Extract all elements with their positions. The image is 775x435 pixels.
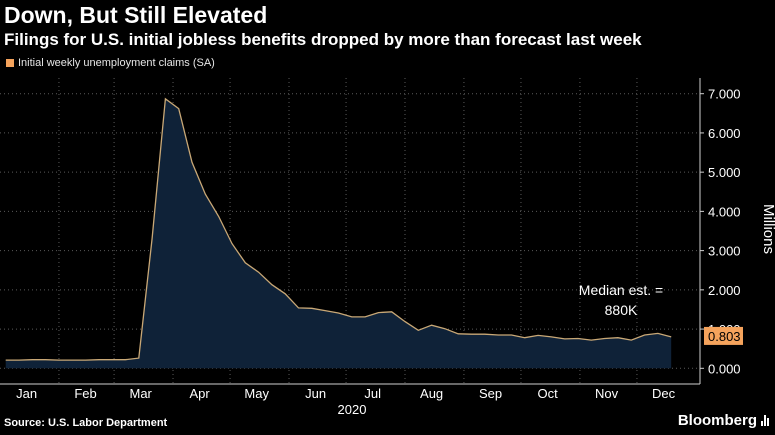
brand-name: Bloomberg [677,412,757,429]
x-tick-label: Feb [74,386,96,401]
x-tick-label: Jan [16,386,37,401]
y-tick-label: 7.000 [708,87,741,102]
y-tick-label: 4.000 [708,204,741,219]
y-tick-label: 6.000 [708,126,741,141]
last-value-badge-text: 0.803 [708,329,741,344]
brand-logo: Bloomberg [678,412,769,429]
x-tick-label: May [244,386,269,401]
x-tick-label: Jul [364,386,381,401]
bar-chart-icon [761,415,769,426]
last-value-badge: 0.803 [704,326,743,345]
x-tick-label: Oct [537,386,558,401]
x-tick-label: Mar [130,386,153,401]
median-estimate-value: 880K [605,302,638,318]
legend-swatch [6,59,14,67]
series-area [5,98,672,369]
median-estimate-label: Median est. = [579,282,663,298]
x-tick-label: Sep [479,386,502,401]
x-tick-label: Nov [595,386,619,401]
y-tick-label: 2.000 [708,283,741,298]
chart-title: Down, But Still Elevated [4,2,268,28]
y-axis-label: Millions [760,204,775,254]
chart-subtitle: Filings for U.S. initial jobless benefit… [4,30,642,49]
x-tick-label: Jun [305,386,326,401]
series-line [5,97,672,361]
y-tick-label: 3.000 [708,244,741,259]
y-tick-label: 5.000 [708,165,741,180]
x-tick-label: Apr [190,386,211,401]
x-tick-labels: Jan Feb Mar Apr May Jun Jul Aug Sep Oct Nov Dec [16,386,675,401]
x-tick-label: Aug [420,386,443,401]
y-tick-label: 0.000 [708,361,741,376]
last-value-badge-box [704,326,743,345]
legend-label: Initial weekly unemployment claims (SA) [18,57,215,69]
source-note: Source: U.S. Labor Department [4,417,168,429]
legend: Initial weekly unemployment claims (SA) [6,57,215,69]
x-tick-label: Dec [652,386,676,401]
x-axis-year-label: 2020 [338,402,367,417]
